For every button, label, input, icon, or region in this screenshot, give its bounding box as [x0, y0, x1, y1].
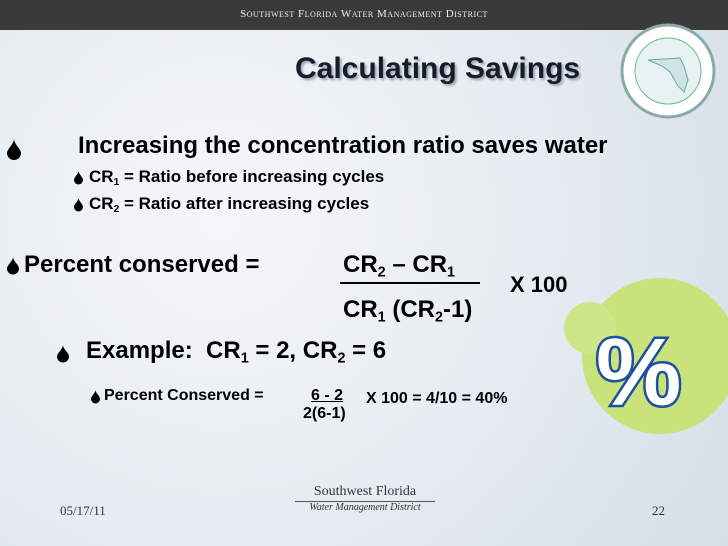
text: CR	[89, 194, 114, 213]
calc-denominator: 2(6-1)	[303, 405, 346, 422]
bullet-icon	[74, 171, 83, 185]
example: Example: CR1 = 2, CR2 = 6	[86, 337, 387, 367]
seal-map	[647, 57, 689, 93]
text: = 6	[345, 337, 387, 364]
footer-logo-line2: Water Management District	[295, 501, 435, 513]
calc-label: Percent Conserved =	[104, 387, 264, 404]
bullet-icon	[7, 139, 21, 160]
bullet-icon	[7, 257, 19, 275]
footer-logo-line1: Southwest Florida	[313, 484, 417, 499]
header-org: Southwest Florida Water Management Distr…	[240, 8, 488, 20]
text: = 2, CR	[248, 337, 338, 364]
circle	[564, 302, 616, 354]
subscript: 2	[113, 204, 120, 216]
text: (CR	[385, 296, 436, 323]
subscript: 1	[113, 177, 120, 189]
fraction-line	[340, 282, 480, 284]
percent-icon: %	[593, 317, 683, 429]
subscript: 1	[240, 350, 249, 367]
text: CR	[89, 167, 114, 186]
subscript: 2	[377, 264, 386, 281]
top-bar	[0, 0, 728, 30]
subscript: 1	[447, 264, 456, 281]
bullet-icon	[57, 345, 69, 363]
formula-label: Percent conserved =	[24, 251, 260, 278]
text: = Ratio before increasing cycles	[119, 167, 385, 186]
formula-multiplier: X 100	[510, 272, 568, 297]
bullet-sub: CR2 = Ratio after increasing cycles	[89, 194, 370, 216]
circle	[582, 278, 728, 434]
subscript: 2	[435, 309, 444, 326]
text: Example: CR	[86, 337, 241, 364]
slide-title: Calculating Savings	[295, 52, 581, 85]
bullet-icon	[91, 390, 100, 404]
text: -1)	[443, 296, 473, 323]
text: = Ratio after increasing cycles	[119, 194, 370, 213]
percent-graphic	[564, 278, 728, 434]
bullet-icon	[74, 198, 83, 212]
footer-page: 22	[652, 503, 665, 518]
subscript: 2	[337, 350, 346, 367]
footer-date: 05/17/11	[60, 503, 106, 518]
district-seal	[620, 23, 716, 119]
text: CR	[343, 296, 378, 323]
formula-denominator: CR1 (CR2-1)	[343, 296, 473, 326]
bullet-main: Increasing the concentration ratio saves…	[78, 132, 608, 159]
bullet-sub: CR1 = Ratio before increasing cycles	[89, 167, 385, 189]
subscript: 1	[377, 309, 386, 326]
text: CR	[343, 251, 378, 278]
calc-result: X 100 = 4/10 = 40%	[366, 390, 508, 407]
text: – CR	[385, 251, 448, 278]
formula-numerator: CR2 – CR1	[343, 251, 456, 281]
calc-numerator: 6 - 2	[311, 387, 344, 404]
